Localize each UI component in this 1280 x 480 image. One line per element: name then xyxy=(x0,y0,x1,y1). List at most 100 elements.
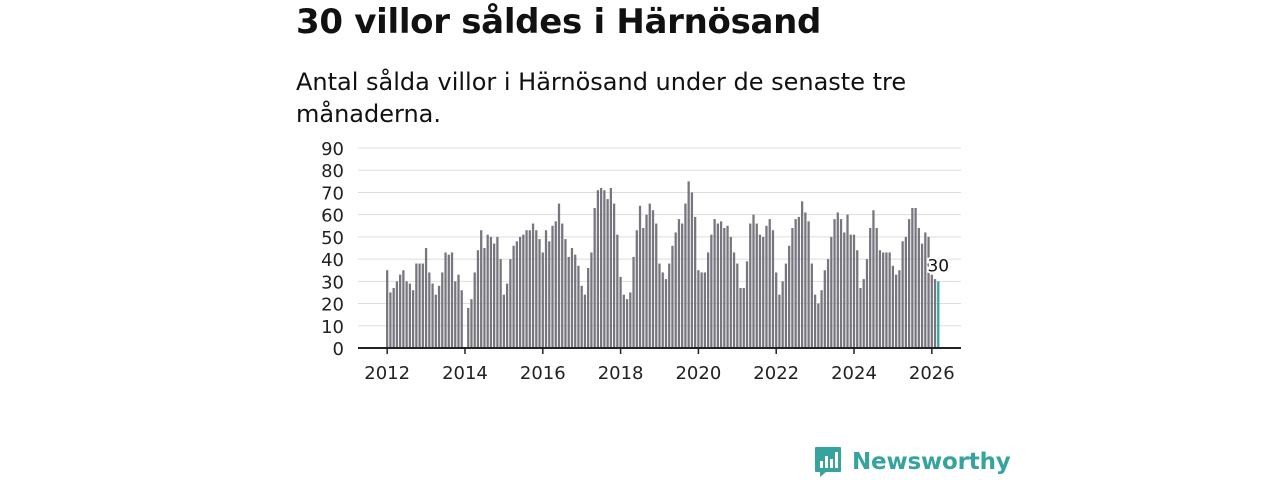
bar xyxy=(901,241,904,348)
y-tick-label: 60 xyxy=(321,206,344,227)
bar xyxy=(914,208,917,348)
bar xyxy=(616,234,619,348)
bar xyxy=(564,239,567,348)
bar xyxy=(544,230,548,348)
bar xyxy=(859,288,862,348)
bar xyxy=(917,228,920,348)
bar xyxy=(706,252,710,348)
bar xyxy=(570,248,574,348)
bar xyxy=(911,208,914,348)
bar xyxy=(752,214,755,348)
bar xyxy=(830,236,833,348)
bar xyxy=(424,248,428,348)
bar xyxy=(421,263,424,348)
y-tick-label: 30 xyxy=(321,272,344,293)
bar xyxy=(749,223,752,348)
chart-subtitle: Antal sålda villor i Härnösand under de … xyxy=(296,68,907,128)
bar xyxy=(509,259,512,348)
bar xyxy=(768,219,771,348)
y-tick-label: 20 xyxy=(321,295,344,316)
bar xyxy=(762,236,765,348)
bar xyxy=(765,225,768,348)
bar xyxy=(713,219,716,348)
bar xyxy=(437,285,441,348)
bar xyxy=(742,288,745,348)
bar xyxy=(784,263,788,348)
bar xyxy=(703,272,707,348)
bar xyxy=(447,254,450,348)
bar xyxy=(823,270,826,348)
bar xyxy=(625,299,629,348)
bar xyxy=(852,234,856,348)
bar xyxy=(826,259,830,348)
bar xyxy=(658,263,661,348)
bar xyxy=(839,219,843,348)
bar xyxy=(817,303,820,348)
bar xyxy=(642,228,645,348)
bar xyxy=(629,292,632,348)
bar xyxy=(505,283,509,348)
bar xyxy=(700,272,703,348)
brand-logo[interactable]: Newsworthy xyxy=(814,446,1011,478)
bar xyxy=(694,216,697,348)
bar xyxy=(907,219,911,348)
bar xyxy=(480,230,483,348)
bar xyxy=(800,201,804,348)
bar xyxy=(596,190,600,348)
bar xyxy=(486,234,489,348)
bar xyxy=(869,228,872,348)
bar xyxy=(729,236,732,348)
bar xyxy=(489,236,493,348)
bar xyxy=(535,230,538,348)
bar xyxy=(638,205,642,348)
bar xyxy=(515,241,518,348)
bar xyxy=(661,272,664,348)
bar xyxy=(745,261,749,348)
data-labels: 30 xyxy=(925,254,951,278)
bar xyxy=(574,254,577,348)
bar xyxy=(386,270,389,348)
bar xyxy=(833,219,836,348)
newsworthy-bar-chart-icon xyxy=(815,447,841,477)
bar xyxy=(587,268,590,348)
bar xyxy=(885,252,888,348)
bar xyxy=(389,292,392,348)
bar xyxy=(538,239,541,348)
bar-series xyxy=(386,181,940,348)
bar xyxy=(788,245,791,348)
bar xyxy=(716,223,719,348)
bar xyxy=(593,208,596,348)
bar xyxy=(399,274,402,348)
bar xyxy=(755,223,758,348)
bar xyxy=(561,223,564,348)
bar xyxy=(739,288,742,348)
bar xyxy=(810,263,813,348)
bar xyxy=(600,188,603,348)
bar xyxy=(493,243,496,348)
bar xyxy=(758,234,762,348)
bar xyxy=(804,212,807,348)
bar xyxy=(904,236,907,348)
bar xyxy=(927,236,930,348)
bar xyxy=(775,272,778,348)
bar xyxy=(499,259,502,348)
bar xyxy=(441,272,444,348)
bar xyxy=(778,294,781,348)
bar xyxy=(791,228,794,348)
bar xyxy=(882,252,885,348)
bar xyxy=(496,236,499,348)
bar xyxy=(645,214,648,348)
bar xyxy=(612,203,616,348)
bar xyxy=(502,294,506,348)
bar xyxy=(583,294,587,348)
bar xyxy=(674,232,677,348)
bar xyxy=(460,290,463,348)
bar xyxy=(476,250,480,348)
bar xyxy=(781,281,784,348)
bar xyxy=(454,281,457,348)
bar xyxy=(865,259,869,348)
bar xyxy=(518,236,522,348)
x-tick-label: 2022 xyxy=(753,363,799,384)
bar xyxy=(619,276,622,348)
